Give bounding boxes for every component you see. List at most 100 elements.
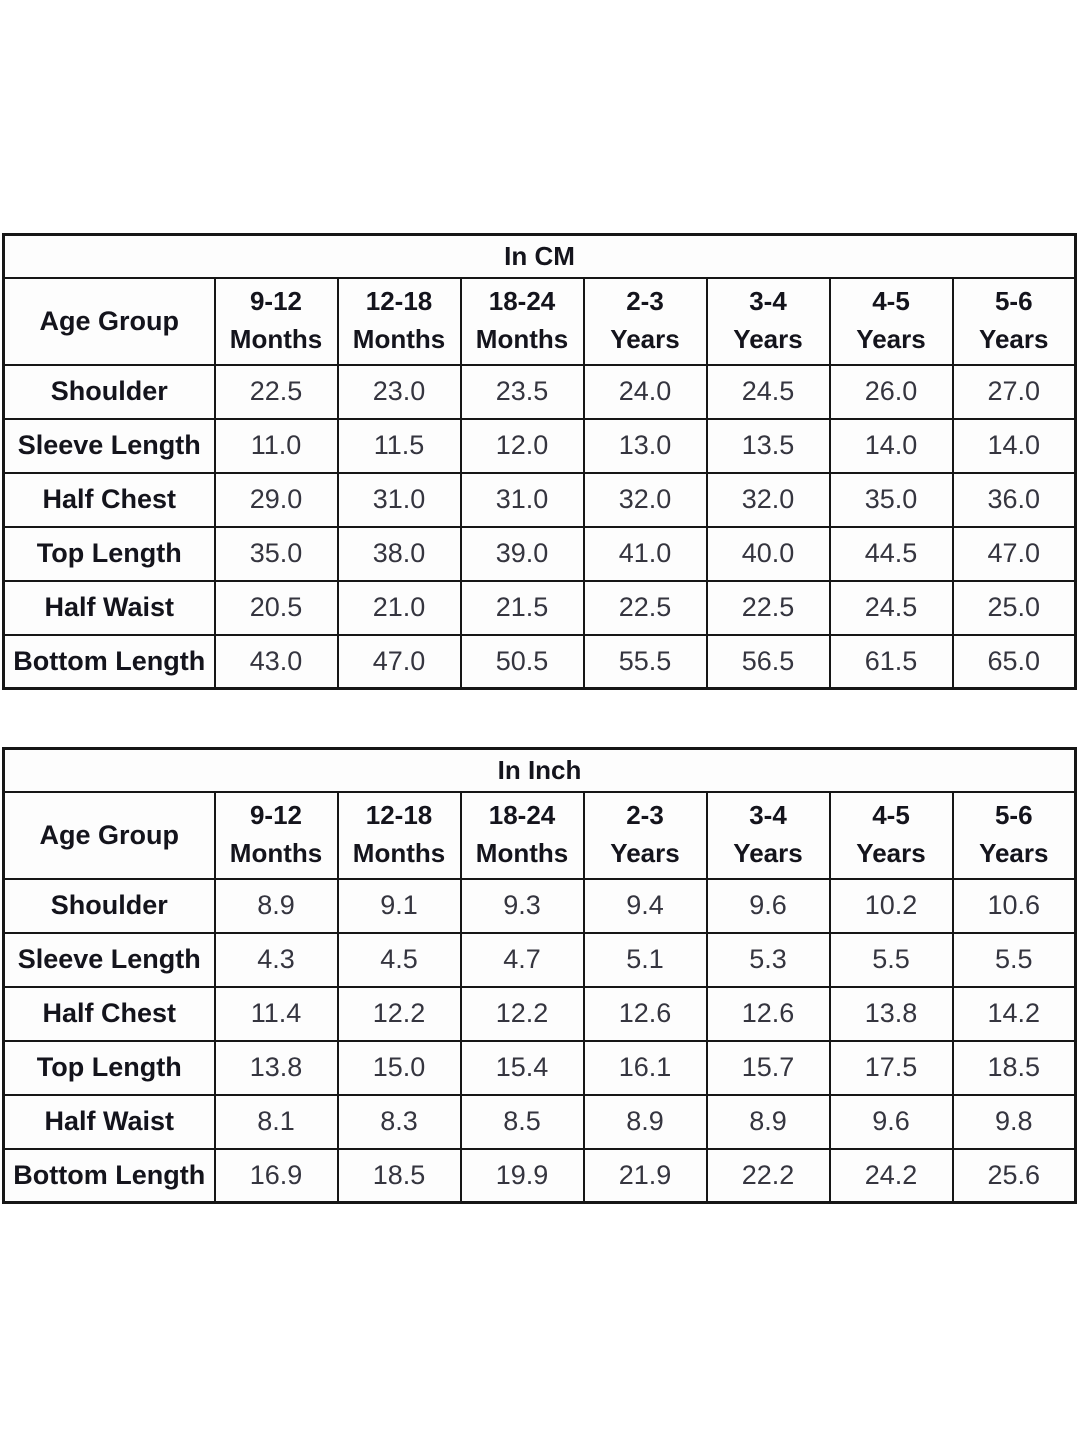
column-header: 12-18 Months: [336, 276, 462, 366]
value-cell: 8.9: [705, 1093, 831, 1150]
column-header-line: Months: [352, 838, 446, 868]
value-cell: 12.2: [336, 985, 462, 1042]
value-cell: 18.5: [336, 1147, 462, 1204]
column-header-line: Years: [856, 838, 926, 868]
table-row: Shoulder 8.9 9.1 9.3 9.4 9.6 10.2 10.6: [2, 877, 1077, 934]
value-cell: 9.3: [459, 877, 585, 934]
value-cell: 23.5: [459, 363, 585, 420]
column-header-line: 18-24: [488, 286, 556, 317]
value-cell: 8.9: [213, 877, 339, 934]
column-header: 5-6 Years: [951, 276, 1077, 366]
column-header-line: Years: [733, 838, 803, 868]
column-header: 3-4 Years: [705, 276, 831, 366]
value-cell: 14.0: [828, 417, 954, 474]
value-cell: 16.1: [582, 1039, 708, 1096]
value-cell: 11.4: [213, 985, 339, 1042]
column-header-line: Months: [475, 838, 569, 868]
value-cell: 5.5: [828, 931, 954, 988]
value-cell: 27.0: [951, 363, 1077, 420]
value-cell: 24.2: [828, 1147, 954, 1204]
value-cell: 15.0: [336, 1039, 462, 1096]
value-cell: 24.0: [582, 363, 708, 420]
value-cell: 35.0: [213, 525, 339, 582]
value-cell: 47.0: [336, 633, 462, 690]
column-header-line: Years: [979, 324, 1049, 354]
table-row: Top Length 35.0 38.0 39.0 41.0 40.0 44.5 47.0: [2, 525, 1077, 582]
value-cell: 35.0: [828, 471, 954, 528]
column-header: 18-24 Months: [459, 790, 585, 880]
column-header: 12-18 Months: [336, 790, 462, 880]
row-label: Bottom Length: [2, 1147, 216, 1204]
value-cell: 19.9: [459, 1147, 585, 1204]
value-cell: 15.4: [459, 1039, 585, 1096]
value-cell: 61.5: [828, 633, 954, 690]
value-cell: 25.6: [951, 1147, 1077, 1204]
column-header-line: Months: [475, 324, 569, 354]
value-cell: 39.0: [459, 525, 585, 582]
column-header: 2-3 Years: [582, 276, 708, 366]
column-header: 18-24 Months: [459, 276, 585, 366]
column-header-line: 9-12: [249, 800, 303, 831]
value-cell: 13.5: [705, 417, 831, 474]
column-header-line: Months: [352, 324, 446, 354]
row-label: Shoulder: [2, 877, 216, 934]
table-row: Half Chest 29.0 31.0 31.0 32.0 32.0 35.0 36.0: [2, 471, 1077, 528]
table-row: Half Chest 11.4 12.2 12.2 12.6 12.6 13.8 14.2: [2, 985, 1077, 1042]
value-cell: 13.8: [213, 1039, 339, 1096]
value-cell: 9.8: [951, 1093, 1077, 1150]
value-cell: 40.0: [705, 525, 831, 582]
column-header: 9-12 Months: [213, 790, 339, 880]
table-header-row: Age Group 9-12 Months 12-18 Months 18-24 Month…: [2, 790, 1077, 880]
column-header: 4-5 Years: [828, 790, 954, 880]
row-label: Half Waist: [2, 579, 216, 636]
value-cell: 4.7: [459, 931, 585, 988]
table-row: Bottom Length 16.9 18.5 19.9 21.9 22.2 24.2 25.…: [2, 1147, 1077, 1204]
column-header-line: 12-18: [365, 286, 433, 317]
value-cell: 11.5: [336, 417, 462, 474]
column-header-line: 2-3: [626, 800, 664, 831]
column-header-line: 2-3: [626, 286, 664, 317]
value-cell: 11.0: [213, 417, 339, 474]
value-cell: 15.7: [705, 1039, 831, 1096]
value-cell: 10.2: [828, 877, 954, 934]
column-header-line: Months: [229, 324, 323, 354]
value-cell: 12.2: [459, 985, 585, 1042]
value-cell: 43.0: [213, 633, 339, 690]
value-cell: 14.0: [951, 417, 1077, 474]
value-cell: 8.3: [336, 1093, 462, 1150]
value-cell: 12.6: [705, 985, 831, 1042]
size-table-cm: In CM Age Group 9-12 Months 12-18 Months 18-24…: [2, 233, 1078, 690]
value-cell: 9.6: [828, 1093, 954, 1150]
column-header-line: 9-12: [249, 286, 303, 317]
value-cell: 20.5: [213, 579, 339, 636]
value-cell: 38.0: [336, 525, 462, 582]
table-header-row: Age Group 9-12 Months 12-18 Months 18-24 Month…: [2, 276, 1077, 366]
column-header-line: 3-4: [749, 286, 787, 317]
value-cell: 44.5: [828, 525, 954, 582]
value-cell: 47.0: [951, 525, 1077, 582]
value-cell: 5.5: [951, 931, 1077, 988]
value-cell: 4.3: [213, 931, 339, 988]
value-cell: 22.5: [582, 579, 708, 636]
table-row: Shoulder 22.5 23.0 23.5 24.0 24.5 26.0 27.0: [2, 363, 1077, 420]
value-cell: 9.6: [705, 877, 831, 934]
value-cell: 24.5: [705, 363, 831, 420]
row-label: Shoulder: [2, 363, 216, 420]
row-label: Sleeve Length: [2, 931, 216, 988]
value-cell: 31.0: [459, 471, 585, 528]
value-cell: 55.5: [582, 633, 708, 690]
column-header-line: Years: [733, 324, 803, 354]
column-header-line: 12-18: [365, 800, 433, 831]
value-cell: 10.6: [951, 877, 1077, 934]
corner-label: Age Group: [2, 790, 216, 880]
value-cell: 23.0: [336, 363, 462, 420]
value-cell: 9.4: [582, 877, 708, 934]
row-label: Top Length: [2, 1039, 216, 1096]
value-cell: 21.9: [582, 1147, 708, 1204]
column-header-line: Years: [610, 324, 680, 354]
column-header-line: 5-6: [994, 286, 1033, 317]
table-row: Half Waist 20.5 21.0 21.5 22.5 22.5 24.5 25.0: [2, 579, 1077, 636]
value-cell: 50.5: [459, 633, 585, 690]
row-label: Half Waist: [2, 1093, 216, 1150]
